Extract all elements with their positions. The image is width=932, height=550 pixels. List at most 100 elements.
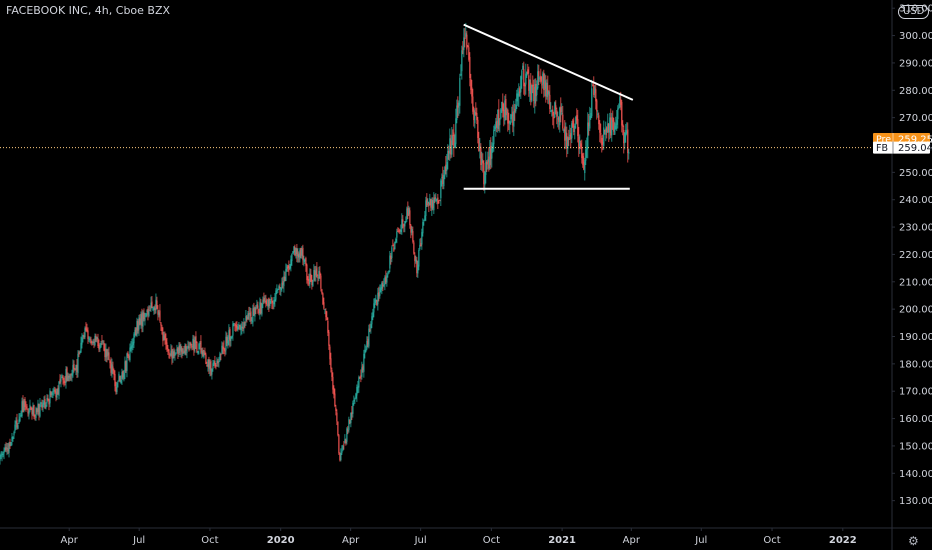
candle-body	[471, 87, 473, 97]
candle-body	[545, 82, 547, 97]
candle-body	[451, 135, 453, 155]
candle-body	[551, 109, 553, 111]
candle-body	[24, 398, 26, 408]
candle-body	[0, 455, 2, 457]
candle-body	[373, 303, 375, 313]
candle-body	[54, 389, 56, 393]
candle-body	[476, 112, 478, 121]
candle-body	[259, 302, 261, 314]
candle-body	[36, 408, 38, 413]
candle-body	[394, 241, 396, 250]
candle-body	[0, 455, 1, 461]
candle-body	[39, 404, 41, 417]
candle-body	[258, 308, 260, 314]
trendline-upper-resistance[interactable]	[463, 23, 634, 101]
candle-body	[49, 390, 51, 404]
candle-body	[570, 133, 572, 140]
candle-body	[274, 299, 276, 302]
candle-body	[512, 111, 514, 126]
candle-body	[350, 412, 352, 424]
x-tick-label: Jul	[132, 535, 145, 546]
candle-body	[534, 84, 536, 104]
candle-body	[86, 329, 88, 332]
x-tick-label: Apr	[342, 535, 360, 546]
candle-body	[264, 301, 266, 302]
candle-body	[281, 282, 283, 288]
candle-body	[37, 403, 39, 412]
candle-body	[472, 96, 474, 112]
candle-body	[564, 126, 566, 141]
candle-body	[298, 253, 300, 258]
currency-badge[interactable]: USD	[898, 5, 930, 19]
candle-body	[487, 159, 489, 162]
candle-body	[257, 305, 259, 308]
x-tick-label: 2021	[548, 535, 576, 546]
candle-body	[627, 129, 629, 154]
candle-body	[335, 407, 337, 411]
candle-body	[467, 46, 469, 48]
candle-body	[242, 327, 244, 329]
candle-body	[303, 259, 305, 262]
candle-body	[453, 132, 455, 149]
candle-body	[324, 308, 326, 310]
candle-body	[445, 164, 447, 172]
candle-body	[452, 134, 454, 136]
candle-body	[378, 292, 380, 297]
candle-body	[152, 308, 154, 310]
candle-body	[40, 402, 42, 405]
candle-body	[102, 341, 104, 343]
candle-body	[325, 310, 327, 318]
candle-body	[346, 428, 348, 442]
candle-body	[12, 437, 14, 439]
candle-body	[84, 328, 86, 338]
candle-body	[229, 329, 231, 342]
candle-body	[97, 338, 99, 347]
candle-body	[594, 88, 596, 94]
candle-body	[606, 127, 608, 133]
candle-body	[202, 349, 204, 356]
candle-body	[157, 310, 159, 315]
candle-body	[72, 365, 74, 375]
candle-body	[531, 84, 533, 101]
candle-body	[26, 406, 28, 408]
candle-body	[383, 284, 385, 286]
candle-body	[407, 207, 409, 217]
candle-body	[163, 335, 165, 341]
candle-body	[243, 322, 245, 328]
candle-body	[406, 208, 408, 220]
candle-body	[172, 351, 174, 359]
candle-body	[527, 69, 529, 74]
candle-body	[330, 358, 332, 369]
candle-body	[111, 364, 113, 375]
candle-body	[458, 102, 460, 106]
candle-body	[14, 424, 16, 431]
gear-icon[interactable]: ⚙	[908, 534, 919, 548]
candle-body	[251, 320, 253, 322]
candle-body	[295, 248, 297, 255]
candle-body	[28, 411, 30, 415]
candle-body	[589, 115, 591, 129]
candle-body	[572, 120, 574, 128]
candle-body	[474, 112, 476, 124]
candle-body	[125, 360, 127, 371]
candle-body	[461, 50, 463, 72]
candle-body	[584, 160, 586, 174]
price-badge-tag: Pre	[876, 135, 891, 146]
candle-body	[65, 369, 67, 383]
candle-body	[191, 346, 193, 348]
candle-body	[162, 331, 164, 342]
y-tick-label: 210.00	[899, 277, 932, 288]
price-axis[interactable]: 130.00 140.00 150.00 160.00 170.00 180.00 190.…	[892, 4, 932, 507]
time-axis[interactable]: Apr Jul Oct 2020 Apr Jul Oct 2021 Apr Jul Oct 2022	[61, 528, 857, 546]
candle-body	[603, 127, 605, 146]
candle-body	[386, 275, 388, 283]
candle-body	[206, 364, 208, 367]
candle-body	[271, 297, 273, 303]
candle-body	[92, 341, 94, 344]
candle-body	[169, 354, 171, 356]
candle-body	[513, 111, 515, 127]
candle-body	[142, 312, 144, 327]
candle-body	[69, 374, 71, 380]
candle-body	[285, 268, 287, 282]
